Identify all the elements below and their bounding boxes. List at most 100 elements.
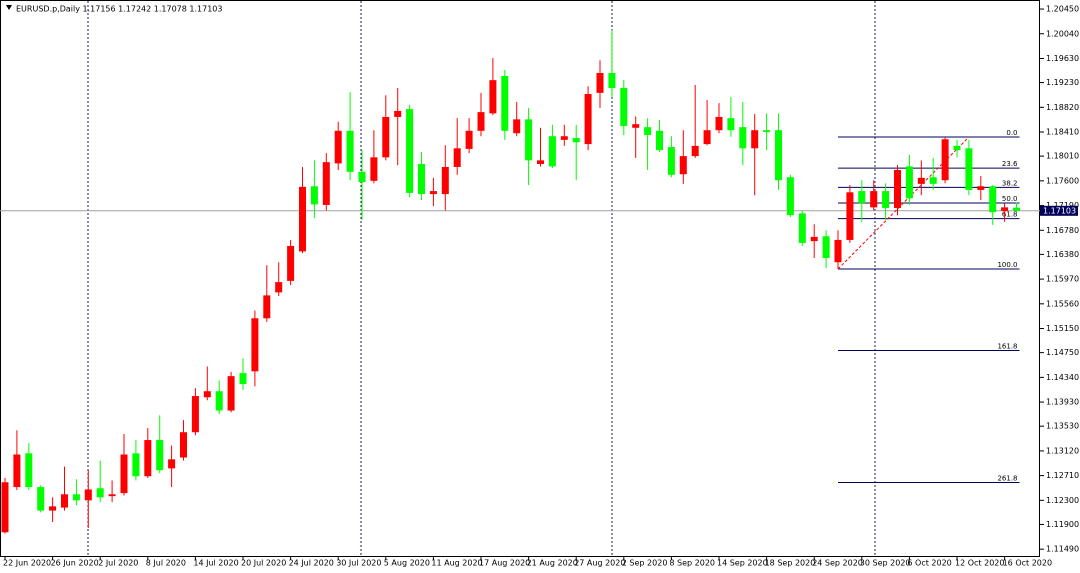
x-tick-label: 6 Oct 2020 — [907, 559, 951, 568]
candle-body — [25, 453, 33, 488]
candle-body — [965, 148, 973, 190]
y-tick-label: 1.18410 — [1046, 128, 1079, 137]
x-tick-label: 21 Aug 2020 — [527, 559, 578, 568]
y-tick-label: 1.17600 — [1046, 176, 1079, 185]
candle-body — [275, 282, 283, 293]
candle-body — [882, 191, 890, 208]
candle-body — [989, 186, 997, 213]
x-tick-label: 14 Sep 2020 — [717, 559, 768, 568]
candle-body — [584, 94, 592, 145]
candle-body — [61, 494, 68, 508]
candle-body — [656, 130, 663, 151]
candle-body — [84, 489, 92, 501]
y-tick-label: 1.13530 — [1046, 422, 1079, 431]
candle-body — [727, 118, 735, 131]
candle-body — [894, 169, 901, 208]
candle-body — [917, 177, 925, 184]
candle-body — [418, 163, 425, 195]
candle-body — [608, 72, 616, 89]
bid-box — [1040, 205, 1078, 216]
fib-label: 100.0 — [997, 261, 1017, 269]
candle-body — [810, 236, 818, 242]
y-tick-label: 1.15970 — [1046, 275, 1079, 284]
candle-body — [227, 376, 235, 411]
candle-body — [537, 160, 544, 164]
x-tick-label: 18 Sep 2020 — [765, 559, 816, 568]
y-tick-label: 1.13120 — [1046, 446, 1079, 455]
y-tick-label: 1.11490 — [1046, 545, 1079, 554]
candle-body — [132, 453, 140, 477]
candle-body — [525, 119, 533, 161]
candle-body — [489, 80, 497, 114]
x-tick-label: 30 Sep 2020 — [860, 559, 911, 568]
candle-body — [406, 109, 414, 193]
candle-body — [977, 186, 985, 190]
candle-body — [798, 213, 806, 243]
y-tick-label: 1.14340 — [1046, 373, 1079, 382]
candle-body — [929, 177, 937, 184]
menu-arrow[interactable] — [6, 5, 12, 10]
candle-body — [144, 440, 152, 477]
candle-body — [37, 487, 45, 511]
candle-body — [596, 72, 604, 93]
x-tick-label: 2 Jul 2020 — [98, 559, 138, 568]
candle-body — [287, 245, 295, 281]
candle-body — [632, 124, 640, 128]
x-tick-label: 30 Jul 2020 — [336, 559, 381, 568]
chart-title: EURUSD.p,Daily 1.17156 1.17242 1.17078 1… — [16, 5, 222, 14]
candle-body — [572, 138, 580, 143]
candle-body — [858, 191, 866, 204]
candle-body — [239, 373, 247, 384]
candle-body — [263, 295, 271, 319]
x-tick-label: 22 Jun 2020 — [3, 559, 51, 568]
candle-body — [715, 116, 723, 131]
x-tick-label: 14 Jul 2020 — [193, 559, 238, 568]
candle-body — [763, 130, 771, 133]
y-tick-label: 1.12710 — [1046, 471, 1079, 480]
fib-label: 0.0 — [1006, 129, 1017, 137]
y-tick-label: 1.20450 — [1046, 5, 1079, 14]
candle-body — [644, 127, 652, 136]
candle-body — [465, 130, 473, 149]
candle-body — [834, 239, 842, 263]
x-tick-label: 24 Sep 2020 — [812, 559, 863, 568]
y-tick-label: 1.18820 — [1046, 103, 1079, 112]
y-tick-label: 1.12300 — [1046, 496, 1079, 505]
candle-body — [667, 147, 675, 175]
candle-body — [870, 191, 878, 208]
x-tick-label: 26 Jun 2020 — [51, 559, 99, 568]
candle-body — [822, 236, 830, 259]
fib-label: 261.8 — [997, 474, 1017, 482]
candle-body — [203, 391, 211, 398]
y-tick-label: 1.15560 — [1046, 299, 1079, 308]
candle-body — [168, 459, 176, 469]
candle-body — [120, 454, 128, 494]
y-tick-label: 1.16380 — [1046, 250, 1079, 259]
candle-body — [322, 162, 330, 205]
candle-body — [394, 110, 402, 117]
x-tick-label: 27 Aug 2020 — [574, 559, 625, 568]
candle-body — [501, 75, 509, 131]
candle-body — [453, 148, 461, 167]
x-tick-label: 16 Oct 2020 — [1003, 559, 1052, 568]
candle-body — [346, 130, 354, 172]
candle-body — [1001, 207, 1009, 211]
fib-label: 38.2 — [1002, 179, 1018, 187]
candle-body — [382, 116, 390, 158]
candle-body — [513, 119, 521, 134]
fib-label: 161.8 — [997, 343, 1017, 351]
candle-body — [299, 186, 306, 252]
y-tick-label: 1.17190 — [1046, 201, 1079, 210]
y-tick-label: 1.19630 — [1046, 54, 1079, 63]
candle-body — [358, 171, 366, 183]
x-tick-label: 17 Aug 2020 — [479, 559, 530, 568]
candle-body — [310, 186, 318, 205]
y-tick-label: 1.13930 — [1046, 398, 1079, 407]
candle-body — [370, 157, 378, 181]
candle-body — [548, 136, 556, 167]
candle-body — [620, 88, 628, 126]
candle-body — [751, 130, 759, 149]
candle-body — [739, 127, 747, 149]
x-tick-label: 12 Oct 2020 — [955, 559, 1004, 568]
